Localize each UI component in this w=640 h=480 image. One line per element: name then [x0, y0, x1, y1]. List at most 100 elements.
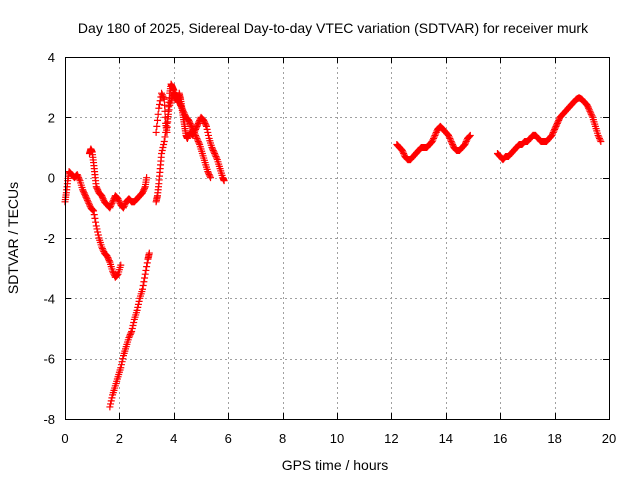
data-point	[462, 137, 470, 145]
data-point	[181, 110, 189, 118]
data-point	[206, 172, 214, 180]
data-point	[108, 199, 116, 207]
data-point	[203, 125, 211, 133]
data-point	[175, 97, 183, 105]
series-trace-c	[106, 249, 153, 411]
y-tick-label: -6	[43, 352, 55, 367]
data-point	[84, 198, 92, 206]
data-point	[465, 133, 473, 141]
data-point	[550, 127, 558, 135]
data-point	[109, 269, 117, 277]
data-point	[445, 133, 453, 141]
data-point	[466, 131, 474, 139]
x-tick-label: 0	[61, 431, 68, 446]
data-point	[141, 184, 149, 192]
data-point	[158, 150, 166, 158]
data-point	[93, 225, 101, 233]
data-point	[139, 282, 147, 290]
data-point	[447, 136, 455, 144]
data-point	[161, 133, 169, 141]
data-point	[109, 198, 117, 206]
data-point	[128, 328, 136, 336]
data-point	[139, 285, 147, 293]
x-tick-label: 10	[330, 431, 344, 446]
data-point	[173, 92, 181, 100]
data-point	[117, 261, 125, 269]
data-point	[553, 119, 561, 127]
data-point	[83, 195, 91, 203]
data-point	[120, 202, 128, 210]
data-point	[82, 193, 90, 201]
data-point	[153, 116, 161, 124]
data-point	[177, 101, 185, 109]
data-point	[145, 249, 153, 257]
data-point	[597, 137, 605, 145]
data-point	[430, 134, 438, 142]
data-point	[204, 128, 212, 136]
data-point	[177, 103, 185, 111]
data-point	[156, 101, 164, 109]
series-trace-e	[152, 89, 215, 206]
x-tick-label: 4	[170, 431, 177, 446]
data-point	[118, 358, 126, 366]
data-point	[85, 201, 93, 209]
data-point	[81, 190, 89, 198]
data-point	[85, 199, 93, 207]
data-point	[113, 271, 121, 279]
data-point	[400, 150, 408, 158]
data-point	[193, 134, 201, 142]
data-point	[160, 137, 168, 145]
data-point	[121, 201, 129, 209]
data-point	[399, 148, 407, 156]
data-point	[205, 171, 213, 179]
data-point	[98, 192, 106, 200]
data-point	[155, 104, 163, 112]
data-point	[79, 186, 87, 194]
data-point	[398, 147, 406, 155]
data-point	[431, 131, 439, 139]
data-point	[174, 95, 182, 103]
data-point	[128, 325, 136, 332]
data-point	[213, 154, 221, 162]
data-point	[125, 334, 133, 342]
y-tick-label: 0	[48, 171, 55, 186]
data-point	[554, 118, 562, 126]
series-trace-b	[85, 145, 151, 212]
data-point	[462, 139, 470, 147]
data-point	[99, 246, 107, 254]
data-point	[133, 306, 141, 314]
x-axis-label: GPS time / hours	[282, 457, 389, 473]
data-point	[75, 175, 83, 183]
data-point	[134, 303, 142, 311]
y-tick-label: 2	[48, 110, 55, 125]
y-tick-label: 4	[48, 50, 55, 65]
data-point	[188, 124, 196, 132]
data-point	[119, 204, 127, 212]
data-point	[192, 133, 200, 141]
data-point	[175, 98, 183, 106]
data-point	[432, 128, 440, 136]
data-point	[114, 195, 122, 203]
data-point	[98, 245, 106, 253]
data-point	[190, 128, 198, 136]
data-point	[164, 115, 172, 123]
data-point	[107, 400, 115, 408]
data-point	[107, 201, 115, 209]
data-point	[139, 189, 147, 197]
series-trace-f	[393, 122, 474, 164]
data-point	[585, 106, 593, 114]
y-tick-label: -2	[43, 231, 55, 246]
data-point	[117, 361, 125, 369]
data-point	[88, 205, 96, 213]
data-point	[143, 174, 151, 182]
data-point	[587, 109, 595, 117]
data-point	[93, 184, 101, 192]
data-point	[594, 131, 602, 139]
grid	[65, 57, 609, 419]
data-point	[211, 151, 219, 159]
data-point	[79, 187, 87, 195]
data-point	[584, 103, 592, 111]
data-point	[220, 177, 228, 185]
